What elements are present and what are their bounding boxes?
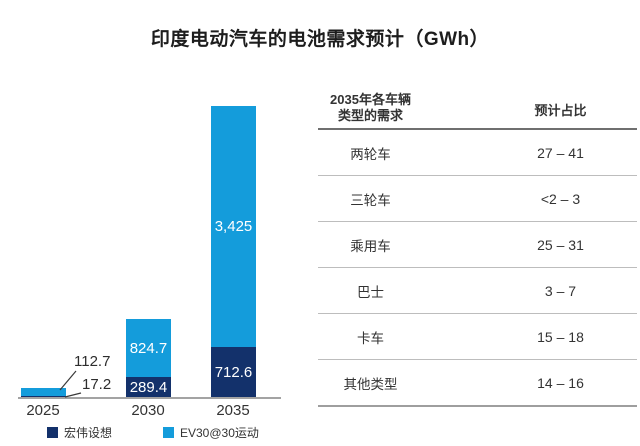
vehicle-type-cell: 其他类型: [343, 376, 398, 392]
table-row: 卡车 15 – 18: [318, 314, 637, 360]
callout-label-ev30-2025: 112.7: [74, 353, 111, 370]
legend-label-ev30: EV30@30运动: [180, 426, 259, 440]
share-cell: 3 – 7: [544, 282, 577, 299]
bar-segment-2025-ambition: [21, 396, 66, 397]
callout-label-ambition-2025: 17.2: [82, 376, 112, 393]
bar-value-label: 712.6: [214, 363, 253, 381]
x-tick-2035: 2035: [216, 402, 250, 419]
legend-label-ambition: 宏伟设想: [64, 426, 113, 440]
x-axis-line: [18, 397, 281, 399]
bar-segment-2035-ambition: 712.6: [211, 347, 256, 397]
table-row: 三轮车 <2 – 3: [318, 176, 637, 222]
legend-swatch-ambition: [47, 427, 58, 438]
table-header-vehicle-type: 2035年各车辆 类型的需求: [330, 92, 411, 123]
table-header-row: 2035年各车辆 类型的需求 预计占比: [318, 90, 637, 130]
bar-segment-2030-ambition: 289.4: [126, 377, 171, 397]
vehicle-type-cell: 巴士: [357, 284, 384, 300]
x-tick-2025: 2025: [26, 402, 60, 419]
table-row: 乘用车 25 – 31: [318, 222, 637, 268]
table-row: 巴士 3 – 7: [318, 268, 637, 314]
x-tick-2030: 2030: [131, 402, 165, 419]
table-row: 两轮车 27 – 41: [318, 130, 637, 176]
chart-title: 印度电动汽车的电池需求预计（GWh）: [150, 29, 490, 50]
bar-value-label: 3,425: [214, 218, 253, 235]
bar-value-label: 824.7: [129, 339, 168, 357]
table-row: 其他类型 14 – 16: [318, 360, 637, 407]
bar-value-label: 289.4: [129, 378, 168, 396]
legend-item-ev30: EV30@30运动: [163, 424, 259, 441]
vehicle-type-cell: 乘用车: [350, 238, 391, 254]
table-header-share: 预计占比: [534, 103, 587, 118]
share-cell: 15 – 18: [537, 328, 584, 345]
share-cell: 14 – 16: [537, 374, 584, 391]
share-cell: <2 – 3: [540, 190, 581, 207]
vehicle-share-table: 2035年各车辆 类型的需求 预计占比 两轮车 27 – 41 三轮车 <2 –…: [318, 90, 637, 407]
legend-item-ambition: 宏伟设想: [47, 424, 112, 441]
bar-segment-2030-ev30: 824.7: [126, 319, 171, 377]
vehicle-type-cell: 三轮车: [350, 192, 391, 208]
vehicle-type-cell: 卡车: [357, 330, 384, 346]
vehicle-type-cell: 两轮车: [350, 146, 391, 162]
bar-segment-2035-ev30: 3,425: [211, 106, 256, 347]
share-cell: 27 – 41: [537, 144, 584, 161]
legend-swatch-ev30: [163, 427, 174, 438]
share-cell: 25 – 31: [537, 236, 584, 253]
bar-segment-2025-ev30: [21, 388, 66, 396]
